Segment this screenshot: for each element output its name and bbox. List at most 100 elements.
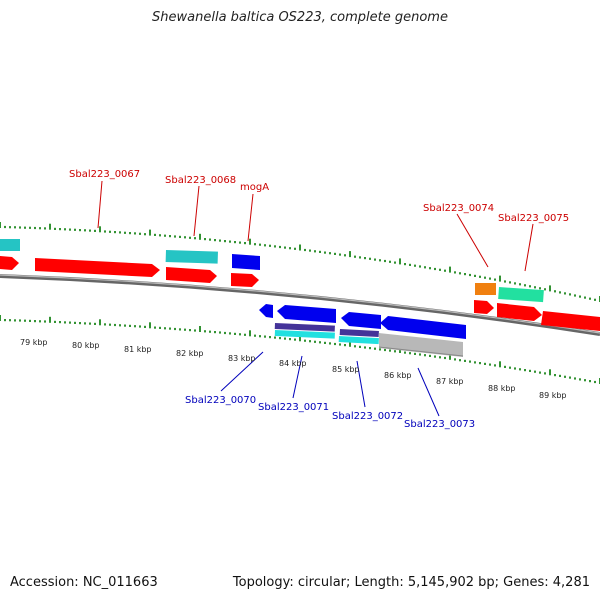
minor-tick [574, 294, 576, 297]
minor-tick [284, 337, 286, 340]
minor-tick [409, 352, 411, 355]
minor-tick [539, 287, 541, 290]
gene-label: Sbal223_0075 [498, 213, 569, 224]
scale-label: 82 kbp [176, 349, 204, 358]
minor-tick [159, 234, 161, 237]
minor-tick [279, 337, 281, 340]
minor-tick [339, 253, 341, 256]
minor-tick [39, 320, 41, 323]
minor-tick [594, 380, 596, 384]
minor-tick [374, 258, 376, 261]
minor-tick [354, 255, 356, 258]
minor-tick [59, 321, 61, 324]
cds-block [274, 323, 335, 332]
major-tick [499, 361, 501, 368]
minor-tick [369, 257, 371, 260]
minor-tick [239, 333, 241, 336]
minor-tick [229, 240, 231, 243]
major-tick [299, 244, 301, 251]
gene-arrow-forward [541, 311, 600, 331]
minor-tick [354, 345, 356, 348]
minor-tick [29, 226, 31, 229]
minor-tick [314, 250, 316, 253]
minor-tick [189, 329, 191, 332]
minor-tick [129, 324, 131, 327]
minor-tick [194, 237, 196, 240]
minor-tick [524, 369, 526, 372]
minor-tick [84, 229, 86, 232]
minor-tick [359, 256, 361, 259]
major-tick [199, 326, 201, 332]
minor-tick [524, 284, 526, 287]
scale-label: 89 kbp [539, 391, 567, 400]
minor-tick [109, 230, 111, 233]
minor-tick [444, 269, 446, 272]
minor-tick [434, 355, 436, 358]
minor-tick [94, 322, 96, 325]
minor-tick [519, 368, 521, 371]
minor-tick [459, 359, 461, 362]
topology-text: Topology: circular; Length: 5,145,902 bp… [232, 575, 590, 590]
minor-tick [404, 351, 406, 354]
major-tick [499, 275, 501, 282]
minor-tick [24, 319, 26, 322]
scale-label: 79 kbp [20, 338, 48, 347]
minor-tick [54, 227, 56, 230]
leader-line [247, 193, 254, 242]
gene-arrow-forward [497, 303, 542, 321]
genome-backbone [0, 274, 600, 336]
minor-tick [329, 252, 331, 255]
minor-tick [339, 343, 341, 346]
minor-tick [269, 336, 271, 339]
minor-tick [154, 326, 156, 329]
minor-tick [134, 325, 136, 328]
minor-tick [429, 354, 431, 357]
minor-tick [324, 251, 326, 254]
minor-tick [209, 238, 211, 241]
minor-tick [444, 356, 446, 360]
minor-tick [494, 278, 496, 281]
minor-tick [574, 377, 576, 380]
minor-tick [569, 376, 571, 379]
cds-block [0, 239, 20, 251]
minor-tick [264, 244, 266, 247]
minor-tick [544, 288, 546, 291]
leader-line [456, 213, 489, 268]
cds-block [378, 346, 464, 357]
minor-tick [134, 232, 136, 235]
leader-line [524, 223, 534, 272]
lower-tick-track [0, 315, 600, 384]
accession-text: Accession: NC_011663 [10, 575, 158, 590]
minor-tick [579, 295, 581, 298]
minor-tick [9, 226, 11, 229]
minor-tick [439, 268, 441, 271]
minor-tick [439, 356, 441, 359]
minor-tick [589, 380, 591, 383]
minor-tick [424, 266, 426, 269]
minor-tick [254, 334, 256, 337]
minor-tick [234, 241, 236, 244]
major-tick [199, 233, 201, 240]
minor-tick [454, 271, 456, 274]
minor-tick [429, 267, 431, 270]
cds-block [165, 250, 218, 264]
minor-tick [19, 226, 21, 229]
minor-tick [114, 231, 116, 234]
minor-tick [274, 245, 276, 248]
major-tick [49, 316, 51, 323]
minor-tick [514, 282, 516, 285]
minor-tick [479, 362, 481, 365]
major-tick [449, 266, 451, 273]
minor-tick [54, 320, 56, 323]
cds-block [475, 283, 496, 295]
minor-tick [529, 285, 531, 288]
minor-tick [84, 322, 86, 325]
minor-tick [504, 365, 506, 368]
gene-arrow-forward [232, 254, 260, 270]
minor-tick [294, 338, 296, 341]
major-tick [149, 229, 151, 236]
minor-tick [144, 233, 146, 236]
minor-tick [124, 324, 126, 327]
minor-tick [314, 340, 316, 343]
